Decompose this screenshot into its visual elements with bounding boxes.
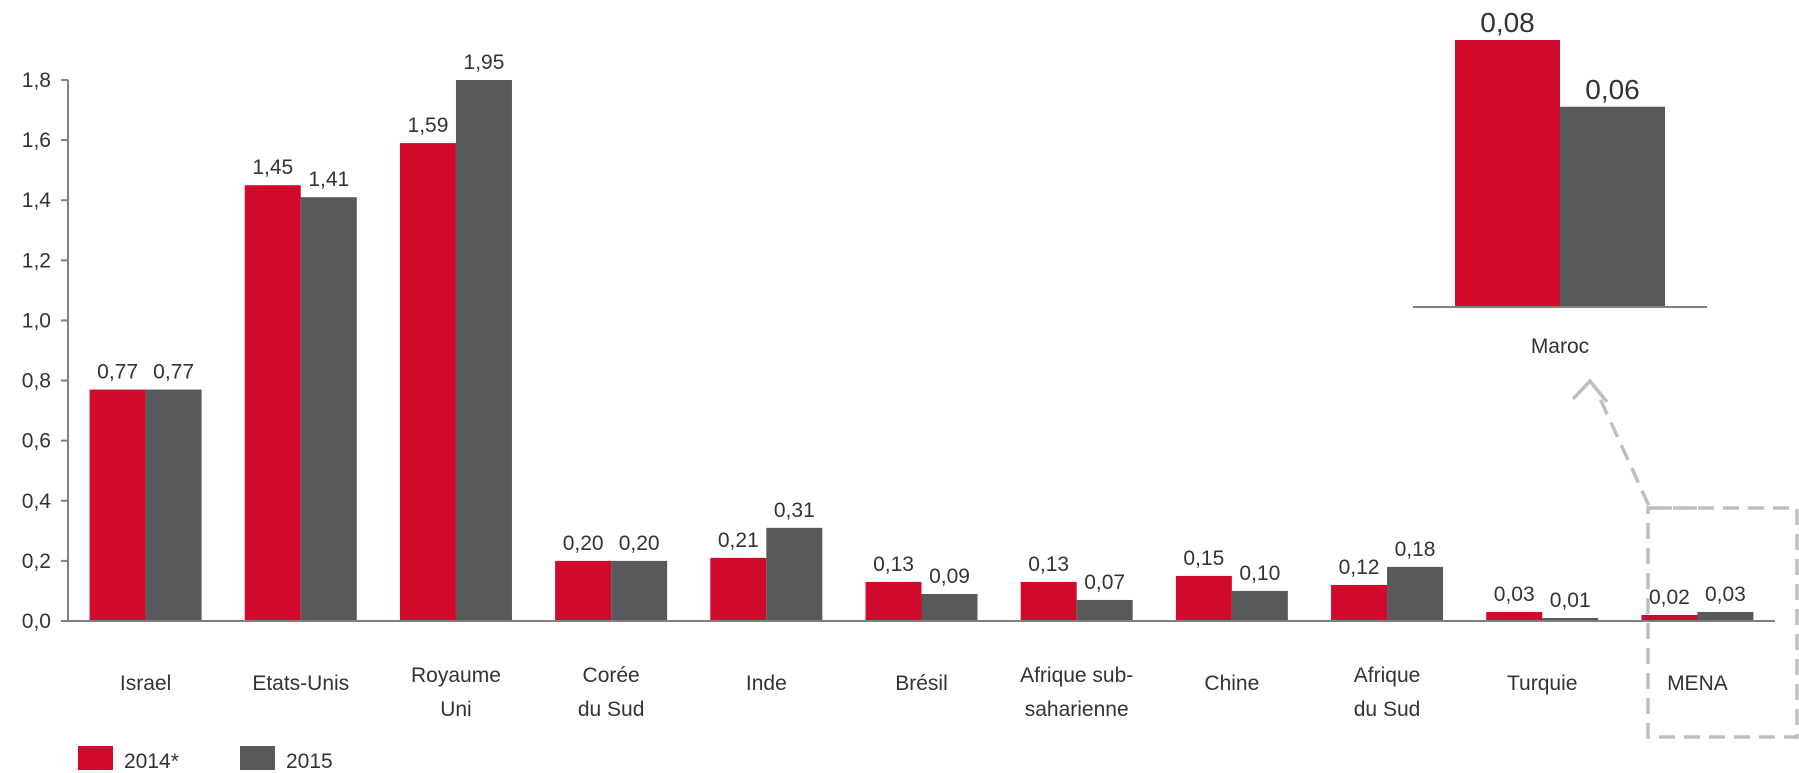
data-label: 1,95 <box>464 51 505 74</box>
category-label: Turquie <box>1507 672 1577 695</box>
category-label: Corée <box>583 664 640 687</box>
bar-2015 <box>1076 599 1133 621</box>
data-label: 0,12 <box>1339 556 1380 579</box>
bar-2015 <box>1387 566 1444 621</box>
data-label: 0,03 <box>1705 583 1746 606</box>
y-tick-label: 0,0 <box>22 610 51 633</box>
bar-2014 <box>1641 614 1698 621</box>
bar-2015 <box>611 560 668 621</box>
callout-arrow-head-icon <box>1571 378 1609 404</box>
category-label: Israel <box>120 672 171 695</box>
bar-2014 <box>710 557 767 621</box>
data-label: 0,31 <box>774 499 815 522</box>
data-label: 0,13 <box>1028 553 1069 576</box>
inset-category-label: Maroc <box>1531 335 1589 358</box>
maroc-inset-chart: 0,08 0,06 Maroc <box>1413 7 1707 358</box>
bar-2014 <box>865 581 922 621</box>
y-tick-label: 0,6 <box>22 430 51 453</box>
legend-label-2015: 2015 <box>286 750 333 773</box>
bar-2015 <box>766 527 823 621</box>
bar-2014 <box>244 185 301 621</box>
category-label: Uni <box>440 698 472 721</box>
inset-bar-2015 <box>1560 106 1665 307</box>
bar-2015 <box>921 593 978 621</box>
inset-data-label: 0,06 <box>1585 74 1640 105</box>
y-tick-label: 1,6 <box>22 129 51 152</box>
data-label: 0,77 <box>153 361 194 384</box>
data-label: 0,20 <box>619 532 660 555</box>
y-tick-label: 0,2 <box>22 550 51 573</box>
bar-2014 <box>1486 611 1543 621</box>
y-tick-label: 1,2 <box>22 249 51 272</box>
category-label: Royaume <box>411 664 501 687</box>
bar-2015 <box>455 80 512 621</box>
category-label: Afrique sub- <box>1020 664 1133 687</box>
data-label: 0,77 <box>97 361 138 384</box>
bar-2015 <box>1231 590 1288 621</box>
category-label: saharienne <box>1025 698 1129 721</box>
bar-2015 <box>1697 611 1754 621</box>
bar-2015 <box>145 389 202 621</box>
data-label: 0,07 <box>1084 571 1125 594</box>
y-tick-label: 1,4 <box>22 189 52 212</box>
bar-2014 <box>89 389 146 621</box>
y-axis: 0,0 0,2 0,4 0,6 0,8 1,0 1,2 1,4 1,6 1,8 <box>22 69 69 633</box>
category-label: du Sud <box>578 698 645 721</box>
bar-2014 <box>399 143 456 621</box>
data-label: 1,59 <box>408 114 449 137</box>
bar-2014 <box>1175 575 1232 621</box>
callout-arrow <box>1595 391 1697 510</box>
data-label: 1,41 <box>308 168 349 191</box>
data-label: 0,21 <box>718 529 759 552</box>
data-label: 0,09 <box>929 565 970 588</box>
bar-2015 <box>1542 617 1599 621</box>
category-label: Afrique <box>1354 664 1421 687</box>
main-data-labels: 0,77 0,77 1,45 1,41 1,59 1,95 0,20 0,20 0,21 0,31… <box>97 51 1746 612</box>
bar-2014 <box>1020 581 1077 621</box>
data-label: 0,02 <box>1649 586 1690 609</box>
category-label: Etats-Unis <box>252 672 349 695</box>
mena-highlight-box <box>1646 506 1799 739</box>
data-label: 0,03 <box>1494 583 1535 606</box>
y-tick-label: 0,4 <box>22 490 52 513</box>
legend: 2014* 2015 <box>78 746 333 773</box>
bar-2014 <box>1331 584 1388 621</box>
bar-2015 <box>300 197 357 621</box>
data-label: 0,20 <box>563 532 604 555</box>
category-label: Brésil <box>895 672 948 695</box>
main-bars <box>89 80 1754 621</box>
data-label: 0,10 <box>1239 562 1280 585</box>
data-label: 0,01 <box>1550 589 1591 612</box>
y-tick-label: 1,8 <box>22 69 51 92</box>
category-label: Inde <box>746 672 787 695</box>
data-label: 0,18 <box>1395 538 1436 561</box>
legend-swatch-2014 <box>78 746 113 770</box>
data-label: 0,15 <box>1183 547 1224 570</box>
category-label: du Sud <box>1354 698 1421 721</box>
y-tick-label: 1,0 <box>22 309 51 332</box>
inset-data-label: 0,08 <box>1480 7 1535 38</box>
data-label: 1,45 <box>252 156 293 179</box>
data-label: 0,13 <box>873 553 914 576</box>
legend-swatch-2015 <box>240 746 275 770</box>
bar-2014 <box>555 560 612 621</box>
inset-bar-2014 <box>1455 40 1560 307</box>
category-labels: Israel Etats-Unis Royaume Uni Corée du Sud Ind… <box>120 664 1728 721</box>
y-tick-label: 0,8 <box>22 370 51 393</box>
category-label: MENA <box>1667 672 1728 695</box>
category-label: Chine <box>1204 672 1259 695</box>
legend-label-2014: 2014* <box>124 750 179 773</box>
mena-highlight-callout <box>1571 378 1799 739</box>
